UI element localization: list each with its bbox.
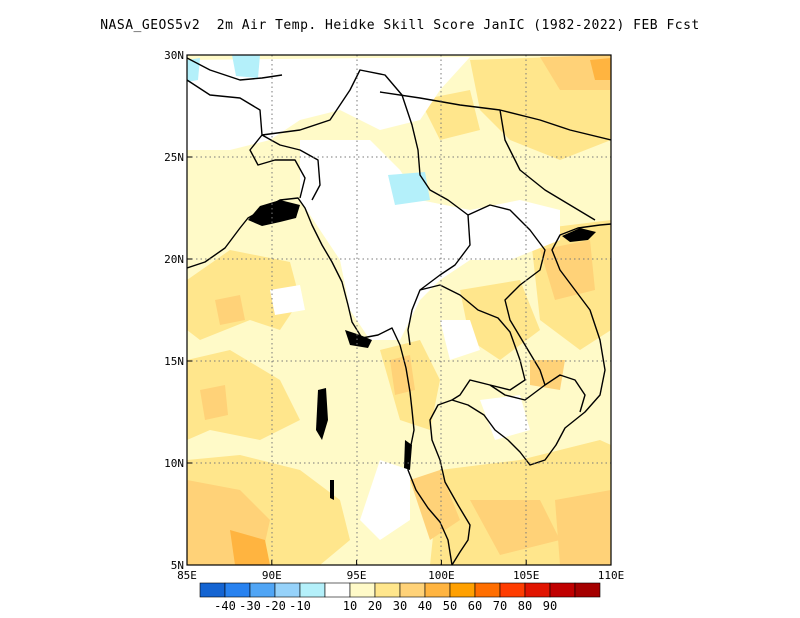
y-tick-label: 5N (171, 559, 184, 572)
y-tick-label: 10N (164, 457, 184, 470)
x-tick-label: 90E (262, 569, 282, 582)
colorbar-label: 70 (493, 599, 507, 613)
colorbar-swatch (499, 582, 526, 598)
colorbar-swatch (274, 582, 301, 598)
colorbar-swatch (549, 582, 576, 598)
field-no-skill (187, 57, 560, 540)
colorbar-swatch (199, 582, 226, 598)
colorbar-swatch (474, 582, 501, 598)
gridlines (187, 55, 611, 565)
colorbar-swatch (249, 582, 276, 598)
colorbar-label: -40 (214, 599, 236, 613)
colorbar-label: 60 (468, 599, 482, 613)
colorbar-label: -30 (239, 599, 261, 613)
y-tick-label: 20N (164, 253, 184, 266)
border-india-north (187, 79, 306, 199)
colorbar-label: 30 (393, 599, 407, 613)
colorbar-label: -10 (289, 599, 311, 613)
x-tick-label: 110E (598, 569, 625, 582)
y-axis: 30N 25N 20N 15N 10N 5N (164, 49, 192, 572)
gulf-tonkin-islands (562, 228, 596, 242)
andaman-islands (316, 388, 328, 440)
colorbar-swatch (574, 582, 601, 598)
colorbar-swatch (224, 582, 251, 598)
colorbar-label: -20 (264, 599, 286, 613)
sundarbans-delta (248, 200, 300, 226)
colorbar-label: 10 (343, 599, 357, 613)
colorbar-swatch (424, 582, 451, 598)
chart-title: NASA_GEOS5v2 2m Air Temp. Heidke Skill S… (100, 18, 700, 33)
colorbar-label: 50 (443, 599, 457, 613)
border-cambodia (489, 374, 586, 413)
colorbar-label: 90 (543, 599, 557, 613)
mergui-islands (404, 440, 412, 470)
colorbar-swatch (299, 582, 326, 598)
border-thailand (419, 284, 526, 401)
field-negative (187, 55, 430, 205)
colorbar-label: 40 (418, 599, 432, 613)
border-laos (467, 204, 546, 386)
colorbar-label: 20 (368, 599, 382, 613)
x-axis: 85E 90E 95E 100E 105E 110E (177, 560, 624, 582)
border-vietnam-north (499, 109, 596, 221)
y-tick-label: 30N (164, 49, 184, 62)
nicobar-islands (330, 480, 334, 500)
plot-frame (186, 54, 612, 566)
colorbar-swatch (324, 582, 351, 598)
x-tick-label: 100E (428, 569, 455, 582)
colorbar-labels: -40 -30 -20 -10 10 20 30 40 50 60 70 80 90 (214, 599, 557, 613)
colorbar-swatch (524, 582, 551, 598)
border-myanmar (261, 69, 471, 346)
coastline-gulf-thailand (429, 223, 611, 565)
x-tick-label: 95E (347, 569, 367, 582)
islands (248, 200, 596, 500)
border-nepal (187, 57, 283, 81)
colorbar-swatch (349, 582, 376, 598)
y-tick-label: 15N (164, 355, 184, 368)
field-40-50 (230, 58, 611, 565)
colorbar-swatch (374, 582, 401, 598)
colorbar-swatch (449, 582, 476, 598)
irrawaddy-delta (345, 330, 372, 348)
colorbar (199, 582, 601, 598)
colorbar-swatch (399, 582, 426, 598)
x-tick-label: 105E (513, 569, 540, 582)
border-bangladesh (261, 134, 321, 201)
skill-field (187, 55, 611, 565)
y-tick-label: 25N (164, 151, 184, 164)
colorbar-label: 80 (518, 599, 532, 613)
x-tick-label: 85E (177, 569, 197, 582)
